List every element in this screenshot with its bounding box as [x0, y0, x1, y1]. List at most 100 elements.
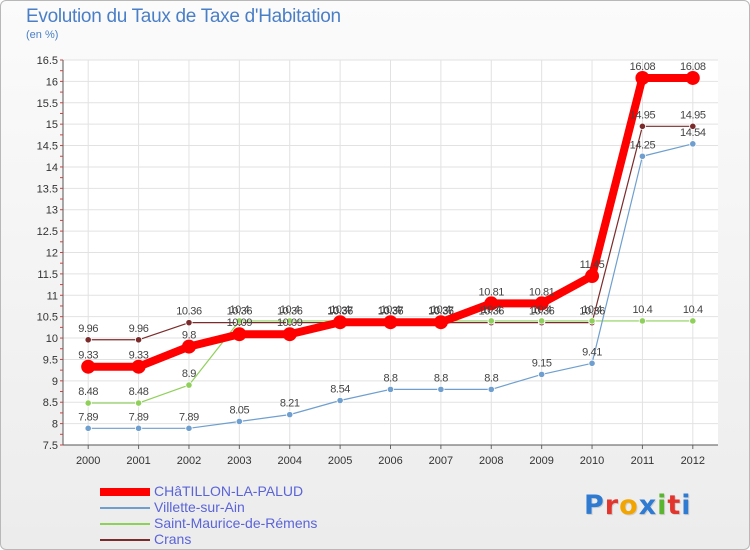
- y-tick-label: 13.5: [37, 183, 58, 195]
- legend-label: Crans: [154, 531, 192, 547]
- data-label: 10.4: [683, 304, 703, 316]
- data-label: 11.45: [580, 259, 605, 271]
- data-point-ch-tillon-la-palud: [685, 70, 700, 85]
- y-tick-label: 10.5: [37, 312, 58, 324]
- data-point-saint-maurice-de-r-mens: [487, 317, 495, 325]
- data-point-saint-maurice-de-r-mens: [84, 399, 92, 407]
- data-label: 8.48: [129, 386, 149, 398]
- y-tick-label: 9: [52, 376, 58, 388]
- x-tick-label: 2003: [227, 455, 251, 467]
- data-point-villette-sur-ain: [638, 152, 647, 160]
- x-tick-label: 2010: [580, 455, 604, 467]
- data-label: 9.8: [182, 330, 196, 342]
- data-point-ch-tillon-la-palud: [333, 315, 348, 330]
- data-point-ch-tillon-la-palud: [433, 315, 448, 330]
- legend-item: CHâTILLON-LA-PALUD: [100, 483, 430, 500]
- data-label: 14.25: [630, 139, 656, 151]
- data-label: 10.4: [481, 304, 501, 316]
- chart-title: Evolution du Taux de Taxe d'Habitation: [26, 6, 341, 27]
- data-label: 10.36: [227, 306, 253, 318]
- y-tick-label: 15.5: [37, 98, 58, 110]
- data-label: 8.05: [229, 404, 249, 416]
- x-tick-label: 2009: [529, 455, 553, 467]
- data-point-ch-tillon-la-palud: [383, 315, 398, 330]
- data-label: 10.4: [280, 304, 300, 316]
- data-label: 7.89: [179, 411, 199, 423]
- legend-swatch: [100, 539, 150, 541]
- y-tick-label: 11.5: [37, 269, 58, 281]
- y-tick-label: 10: [46, 333, 58, 345]
- x-tick-label: 2001: [126, 455, 150, 467]
- data-label: 9.41: [582, 346, 602, 358]
- data-label: 10.4: [431, 304, 451, 316]
- legend-item: Saint-Maurice-de-Rémens: [100, 515, 430, 532]
- data-point-ch-tillon-la-palud: [484, 296, 499, 311]
- data-label: 16.08: [630, 61, 656, 73]
- data-point-ch-tillon-la-palud: [534, 296, 549, 311]
- data-label: 8.8: [383, 372, 397, 384]
- data-label: 9.15: [532, 357, 552, 369]
- data-label: 10.36: [176, 306, 202, 318]
- y-tick-label: 8.5: [43, 397, 58, 409]
- data-point-villette-sur-ain: [689, 140, 697, 148]
- data-point-saint-maurice-de-r-mens: [638, 317, 647, 325]
- x-tick-label: 2000: [76, 455, 100, 467]
- data-point-ch-tillon-la-palud: [635, 70, 650, 85]
- data-point-villette-sur-ain: [538, 370, 546, 379]
- data-point-ch-tillon-la-palud: [131, 359, 146, 374]
- data-point-villette-sur-ain: [336, 396, 344, 405]
- data-label: 8.9: [182, 368, 196, 380]
- data-label: 7.89: [129, 411, 149, 423]
- y-tick-label: 8: [52, 419, 58, 431]
- data-label: 8.54: [330, 384, 350, 396]
- y-tick-label: 12.5: [37, 226, 58, 238]
- x-tick-label: 2007: [429, 455, 453, 467]
- legend-label: Saint-Maurice-de-Rémens: [154, 515, 318, 531]
- data-label: 10.36: [428, 306, 454, 318]
- legend-label: CHâTILLON-LA-PALUD: [154, 483, 304, 499]
- y-tick-label: 12: [46, 248, 58, 260]
- data-label: 10.4: [633, 304, 653, 316]
- data-label: 9.33: [129, 350, 149, 362]
- data-label: 7.89: [78, 411, 98, 423]
- proxiti-logo: Proxiti: [584, 490, 692, 521]
- data-label: 10.09: [227, 317, 253, 329]
- data-point-villette-sur-ain: [235, 417, 243, 426]
- data-label: 10.36: [579, 306, 605, 318]
- data-label: 9.33: [78, 350, 98, 362]
- x-tick-label: 2004: [277, 455, 301, 467]
- data-label: 8.21: [280, 398, 300, 410]
- data-point-saint-maurice-de-r-mens: [689, 317, 697, 325]
- data-label: 14.95: [630, 109, 656, 121]
- data-label: 10.81: [529, 286, 555, 298]
- data-label: 8.8: [434, 372, 448, 384]
- x-tick-label: 2002: [177, 455, 201, 467]
- data-label: 10.36: [378, 306, 404, 318]
- legend-item: Villette-sur-Ain: [100, 499, 430, 516]
- data-label: 10.4: [532, 304, 552, 316]
- data-point-villette-sur-ain: [487, 385, 495, 393]
- y-tick-label: 16: [46, 76, 58, 88]
- data-label: 10.36: [327, 306, 353, 318]
- data-point-ch-tillon-la-palud: [181, 339, 196, 354]
- data-label: 10.36: [277, 306, 303, 318]
- data-point-villette-sur-ain: [386, 385, 395, 393]
- data-point-saint-maurice-de-r-mens: [286, 317, 294, 325]
- data-label: 9.96: [129, 323, 149, 335]
- x-tick-label: 2012: [681, 455, 705, 467]
- data-label: 10.37: [327, 305, 353, 317]
- data-point-ch-tillon-la-palud: [282, 327, 297, 342]
- data-point-saint-maurice-de-r-mens: [134, 399, 143, 407]
- data-point-crans: [185, 319, 193, 327]
- data-label: 10.36: [479, 306, 505, 318]
- legend-swatch: [100, 507, 150, 509]
- data-point-ch-tillon-la-palud: [232, 327, 247, 342]
- data-label: 10.37: [378, 305, 404, 317]
- legend-swatch: [100, 523, 150, 525]
- data-point-villette-sur-ain: [588, 359, 596, 367]
- data-point-villette-sur-ain: [84, 424, 92, 432]
- data-label: 14.95: [680, 109, 706, 121]
- data-point-saint-maurice-de-r-mens: [235, 317, 243, 325]
- data-label: 10.37: [428, 305, 454, 317]
